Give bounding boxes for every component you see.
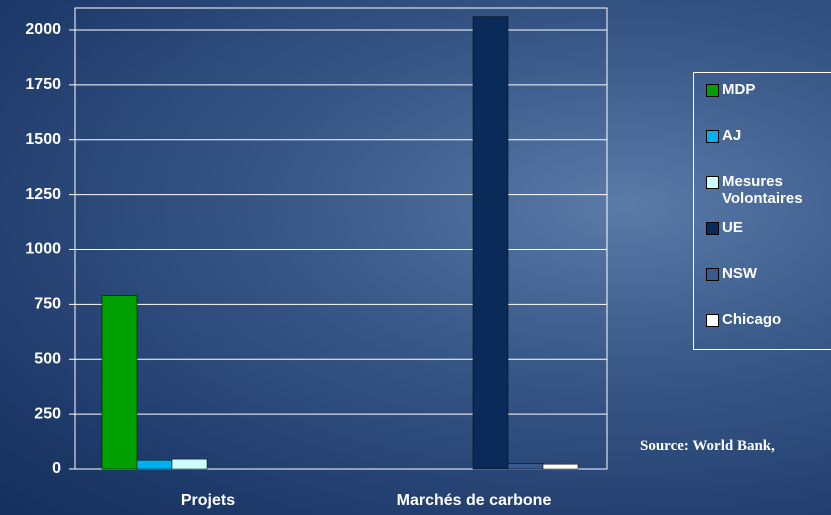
y-tick-label: 1250	[25, 186, 61, 203]
y-tick-label: 500	[34, 350, 61, 367]
plot-frame	[74, 7, 608, 470]
legend-label: Mesures Volontaires	[722, 173, 803, 207]
legend-item: UE	[706, 219, 831, 265]
legend-item: Chicago	[706, 311, 831, 357]
y-tick-label: 1000	[25, 241, 61, 258]
legend-label: AJ	[722, 127, 742, 144]
x-tick-label: Projets	[181, 492, 235, 509]
bar	[136, 459, 173, 470]
x-tick-label: Marchés de carbone	[397, 492, 552, 509]
bar	[542, 463, 579, 470]
legend-label: Chicago	[722, 311, 782, 328]
y-tick-label: 1750	[25, 76, 61, 93]
y-tick-label: 2000	[25, 21, 61, 38]
legend-item: Mesures Volontaires	[706, 173, 831, 219]
legend-swatch	[706, 268, 719, 281]
legend-swatch	[706, 314, 719, 327]
bar	[472, 16, 509, 470]
legend-label: UE	[722, 219, 743, 236]
y-tick-label: 1500	[25, 131, 61, 148]
legend-swatch	[706, 84, 719, 97]
legend-swatch	[706, 130, 719, 143]
legend-label: NSW	[722, 265, 757, 282]
bar	[507, 463, 544, 470]
legend-swatch	[706, 222, 719, 235]
legend-item: NSW	[706, 265, 831, 311]
y-tick-label: 250	[34, 405, 61, 422]
bar	[171, 458, 208, 470]
legend-label: MDP	[722, 81, 756, 98]
y-tick-label: 750	[34, 296, 61, 313]
bar	[101, 295, 138, 470]
legend-item: MDP	[706, 81, 831, 127]
source-note: Source: World Bank,	[640, 438, 775, 454]
y-tick-label: 0	[52, 460, 61, 477]
legend-swatch	[706, 176, 719, 189]
legend-item: AJ	[706, 127, 831, 173]
legend: MDP AJ Mesures Volontaires UE NSW Chicago	[693, 72, 831, 350]
